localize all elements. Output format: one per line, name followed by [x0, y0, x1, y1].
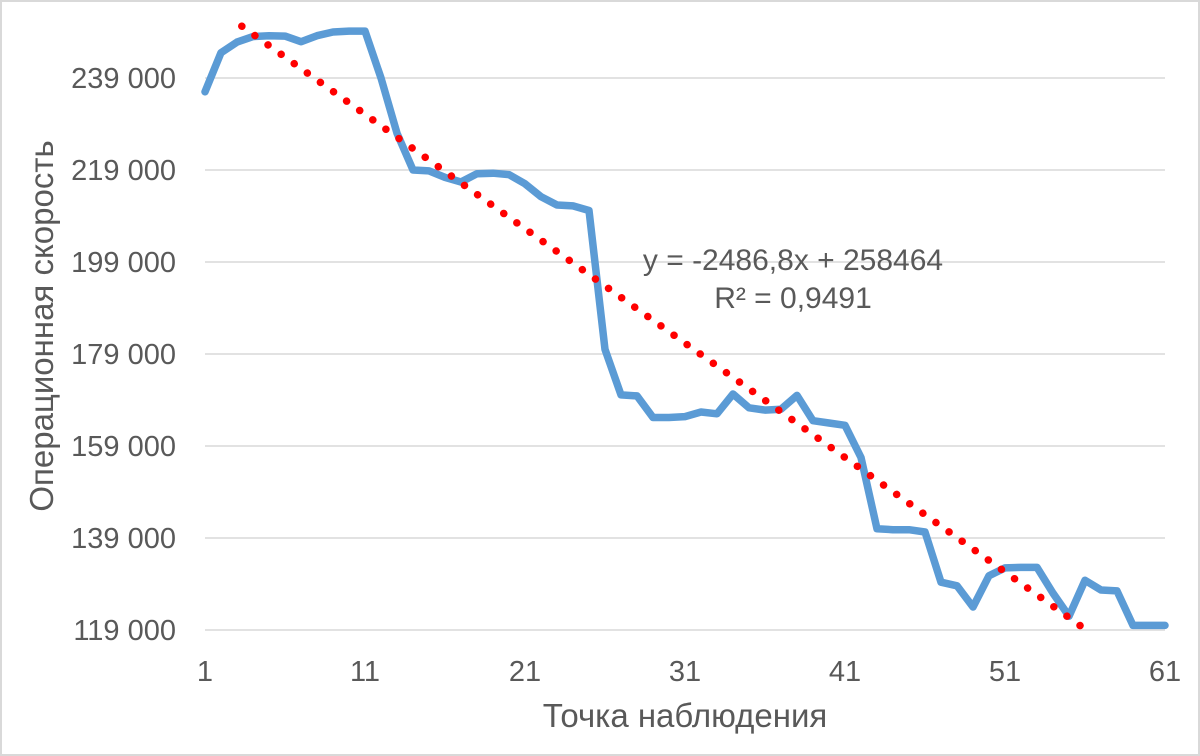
y-tick-label: 119 000 [73, 615, 176, 647]
x-tick-label: 21 [509, 656, 541, 688]
data-series-line [201, 27, 1169, 630]
x-tick-label: 11 [350, 656, 380, 688]
trendline-dotted [238, 22, 1092, 636]
y-tick-label: 199 000 [71, 247, 176, 279]
y-tick-label: 139 000 [71, 523, 176, 555]
x-tick-label: 51 [989, 656, 1021, 688]
y-axis-title: Операционная скорость [23, 140, 60, 511]
trendline-r2-label: R² = 0,9491 [714, 282, 872, 315]
x-tick-label: 31 [669, 656, 701, 688]
x-axis-title: Точка наблюдения [543, 697, 828, 734]
trendline-equation-label: y = -2486,8x + 258464 [643, 244, 943, 277]
y-tick-label: 159 000 [71, 431, 176, 463]
x-tick-label: 61 [1149, 656, 1181, 688]
y-tick-label: 239 000 [71, 63, 176, 95]
y-axis-tick-labels: 119 000 139 000 159 000 179 000 199 000 219 0… [71, 63, 176, 647]
x-tick-label: 41 [829, 656, 861, 688]
y-tick-label: 179 000 [71, 339, 176, 371]
series-layer [201, 22, 1169, 636]
x-tick-label: 1 [197, 656, 213, 688]
y-tick-label: 219 000 [71, 155, 176, 187]
x-axis-tick-labels: 1 11 21 31 41 51 61 [197, 656, 1181, 688]
gridlines [205, 77, 1165, 631]
